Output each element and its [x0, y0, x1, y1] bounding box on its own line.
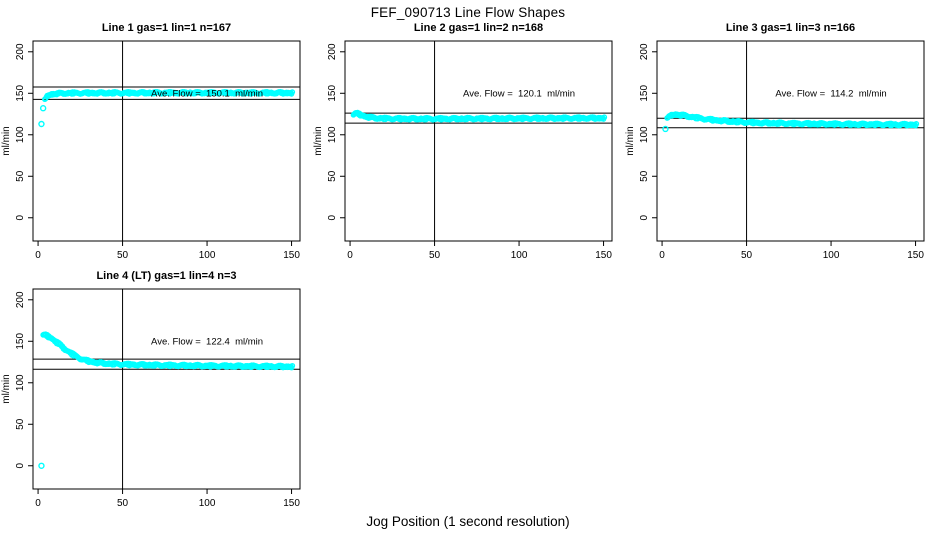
- reference-lines: [657, 41, 924, 241]
- y-tick-label: 100: [327, 126, 338, 143]
- x-tick-label: 100: [199, 498, 216, 509]
- reference-lines: [345, 41, 612, 241]
- figure-title: FEF_090713 Line Flow Shapes: [370, 5, 566, 20]
- y-tick-label: 150: [327, 85, 338, 102]
- plot-border: [344, 40, 613, 242]
- x-tick-label: 150: [283, 250, 300, 261]
- y-tick-label: 50: [327, 170, 338, 182]
- ave-flow-label: Ave. Flow = 120.1 ml/min: [463, 88, 575, 99]
- y-tick-label: 150: [15, 85, 26, 102]
- x-tick-label: 50: [429, 250, 441, 261]
- plot-1: Line 1 gas=1 lin=1 n=167 0 50 100 150 0 50 100 1…: [1, 22, 301, 261]
- x-tick-label: 150: [907, 250, 924, 261]
- plot-2: Line 2 gas=1 lin=2 n=168 0 50 100 150 0 50 100 1…: [313, 22, 613, 261]
- x-tick-label: 0: [35, 498, 41, 509]
- plot-border: [656, 40, 925, 242]
- y-axis-title: ml/min: [1, 126, 12, 155]
- y-tick-label: 100: [639, 126, 650, 143]
- x-tick-label: 50: [741, 250, 753, 261]
- x-tick-label: 50: [117, 250, 129, 261]
- panel-1: Line 1 gas=1 lin=1 n=167 0 50 100 150 0 50 100 1…: [0, 18, 312, 268]
- y-tick-label: 50: [639, 170, 650, 182]
- ave-flow-label: Ave. Flow = 122.4 ml/min: [151, 336, 263, 347]
- y-tick-label: 200: [639, 43, 650, 60]
- data-points: [350, 109, 608, 123]
- ave-flow-label: Ave. Flow = 150.1 ml/min: [151, 88, 263, 99]
- panel-title: Line 1 gas=1 lin=1 n=167: [102, 22, 231, 34]
- y-tick-label: 150: [15, 333, 26, 350]
- panel-4: Line 4 (LT) gas=1 lin=4 n=3 0 50 100 150 0 50 1…: [0, 266, 312, 516]
- plot-border: [32, 40, 301, 242]
- ave-flow-label: Ave. Flow = 114.2 ml/min: [775, 88, 886, 99]
- x-tick-label: 150: [283, 498, 300, 509]
- x-axis-ticks: 0 50 100 150: [35, 241, 300, 261]
- panel-title: Line 3 gas=1 lin=3 n=166: [726, 22, 855, 34]
- y-tick-label: 50: [15, 418, 26, 430]
- y-tick-label: 0: [327, 215, 338, 221]
- x-tick-label: 0: [659, 250, 665, 261]
- panel-2: Line 2 gas=1 lin=2 n=168 0 50 100 150 0 50 100 1…: [312, 18, 624, 268]
- y-axis-title: ml/min: [625, 126, 636, 155]
- y-tick-label: 100: [15, 126, 26, 143]
- x-tick-label: 100: [823, 250, 840, 261]
- panel-3: Line 3 gas=1 lin=3 n=166 0 50 100 150 0 50 100 1…: [624, 18, 936, 268]
- panel-title: Line 4 (LT) gas=1 lin=4 n=3: [96, 270, 236, 282]
- data-points: [38, 331, 296, 469]
- y-tick-label: 100: [15, 374, 26, 391]
- panel-title: Line 2 gas=1 lin=2 n=168: [414, 22, 543, 34]
- y-axis-ticks: 0 50 100 150 200: [15, 291, 33, 469]
- y-tick-label: 0: [15, 215, 26, 221]
- x-tick-label: 50: [117, 498, 129, 509]
- y-axis-ticks: 0 50 100 150 200: [15, 43, 33, 221]
- y-axis-ticks: 0 50 100 150 200: [327, 43, 345, 221]
- y-tick-label: 200: [327, 43, 338, 60]
- reference-lines: [33, 289, 300, 489]
- x-axis-ticks: 0 50 100 150: [347, 241, 612, 261]
- y-tick-label: 200: [15, 291, 26, 308]
- data-points: [662, 111, 920, 133]
- y-axis-title: ml/min: [313, 126, 324, 155]
- y-axis-title: ml/min: [1, 374, 12, 403]
- plot-border: [32, 288, 301, 490]
- x-tick-label: 100: [199, 250, 216, 261]
- x-tick-label: 0: [347, 250, 353, 261]
- y-tick-label: 200: [15, 43, 26, 60]
- x-tick-label: 100: [511, 250, 528, 261]
- y-axis-ticks: 0 50 100 150 200: [639, 43, 657, 221]
- reference-lines: [33, 41, 300, 241]
- y-tick-label: 150: [639, 85, 650, 102]
- x-tick-label: 0: [35, 250, 41, 261]
- y-tick-label: 0: [15, 463, 26, 469]
- data-points: [38, 88, 296, 128]
- x-axis-ticks: 0 50 100 150: [659, 241, 924, 261]
- plot-3: Line 3 gas=1 lin=3 n=166 0 50 100 150 0 50 100 1…: [625, 22, 925, 261]
- x-axis-ticks: 0 50 100 150: [35, 489, 300, 509]
- x-axis-label: Jog Position (1 second resolution): [366, 514, 570, 529]
- x-tick-label: 150: [595, 250, 612, 261]
- y-tick-label: 0: [639, 215, 650, 221]
- y-tick-label: 50: [15, 170, 26, 182]
- plot-4: Line 4 (LT) gas=1 lin=4 n=3 0 50 100 150 0 50 1…: [1, 270, 301, 509]
